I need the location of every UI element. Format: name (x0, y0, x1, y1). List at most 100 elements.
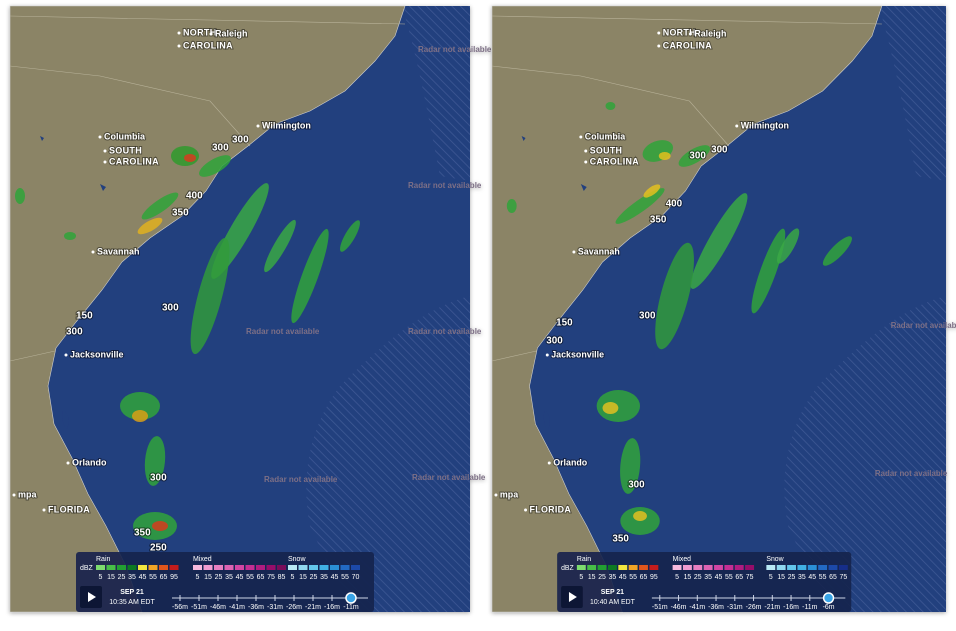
city-dot (547, 461, 551, 465)
legend-swatch (587, 565, 597, 570)
timeline-tick-label: -26m (286, 604, 302, 611)
radar-echo (620, 438, 641, 494)
radar-echo (633, 511, 647, 521)
legend-scale-label: 15 (299, 574, 307, 581)
place-label: Wilmington (741, 120, 789, 130)
storm-label: 150 (76, 311, 93, 322)
legend-scale-label: 85 (278, 574, 286, 581)
legend-group: Snow (766, 556, 784, 563)
radar-echo (141, 192, 179, 220)
legend-scale-label: 15 (107, 574, 115, 581)
legend-swatch (169, 565, 179, 570)
storm-label: 350 (134, 528, 151, 539)
legend-scale-label: 65 (829, 574, 837, 581)
legend-scale-label: 15 (588, 574, 596, 581)
legend-swatch (797, 565, 807, 570)
legend-swatch (734, 565, 744, 570)
legend-swatch (787, 565, 796, 570)
radar-echo (596, 390, 641, 422)
legend-group: Rain (577, 556, 591, 563)
legend-scale-label: 25 (215, 574, 223, 581)
legend-scale-label: 35 (320, 574, 328, 581)
legend-scale-label: 35 (798, 574, 806, 581)
radar-echo (620, 507, 660, 535)
radar-note: Radar not available (408, 327, 482, 336)
timeline-tick-label: -6m (823, 604, 835, 611)
legend-swatch (256, 565, 265, 570)
city-dot (657, 31, 661, 35)
city-dot (545, 353, 549, 357)
legend-swatch (724, 565, 734, 570)
legend-swatch (745, 565, 755, 570)
timeline-knob[interactable] (345, 592, 357, 604)
place-label: NORTH (183, 27, 217, 37)
legend-scale-label: 45 (715, 574, 723, 581)
timeline-tick-label: -21m (305, 604, 321, 611)
legend-scale-label: 35 (128, 574, 136, 581)
legend-swatch (298, 565, 308, 570)
legend-swatch (693, 565, 703, 570)
storm-label: 300 (232, 135, 249, 146)
timeline-tick-label: -36m (708, 604, 724, 611)
storm-label: 300 (546, 336, 563, 347)
radar-echo (605, 102, 616, 110)
radar-note: Radar not available (875, 469, 948, 478)
legend-swatch (672, 565, 682, 570)
legend-scale-label: 35 (225, 574, 233, 581)
legend-scale-label: 5 (291, 574, 295, 581)
legend-swatch (818, 565, 828, 570)
legend-swatch (703, 565, 713, 570)
radar-echo (690, 193, 748, 289)
legend-scale-label: 15 (204, 574, 212, 581)
place-label: CAROLINA (663, 40, 712, 50)
timeline-tick-label: -41m (689, 604, 705, 611)
legend-swatch (766, 565, 776, 570)
legend-scale-label: 45 (808, 574, 816, 581)
city-dot (103, 149, 107, 153)
legend-swatch (628, 565, 638, 570)
radar-echo (658, 152, 671, 160)
timeline-knob[interactable] (822, 592, 835, 604)
city-dot (579, 135, 583, 139)
timeline-tick-label: -31m (727, 604, 743, 611)
storm-label: 350 (612, 534, 629, 545)
legend-scale-label: 55 (629, 574, 637, 581)
radar-echo (506, 199, 517, 213)
storm-label: 250 (150, 543, 167, 554)
timeline-tick-label: -46m (671, 604, 687, 611)
legend-swatch (159, 565, 168, 570)
city-dot (91, 250, 95, 254)
radar-note: Radar not available (408, 181, 482, 190)
legend-scale-label: 25 (788, 574, 796, 581)
legend-scale-label: 95 (650, 574, 658, 581)
storm-label: 350 (650, 215, 667, 226)
radar-echo (152, 521, 168, 531)
play-icon (88, 592, 96, 602)
legend-swatch (714, 565, 723, 570)
place-label: FLORIDA (530, 504, 572, 514)
timeline-tick-label: -16m (324, 604, 340, 611)
legend-swatch (277, 565, 286, 570)
legend-scale-label: 25 (598, 574, 606, 581)
timeline-time: 10:35 AM EDT (109, 599, 155, 606)
map: NORTH CAROLINA Raleigh Wilmington Columbia SO… (9, 5, 492, 613)
storm-label: 300 (639, 311, 656, 322)
radar-echo (751, 228, 786, 314)
city-dot (524, 508, 528, 512)
legend-scale-label: 5 (769, 574, 773, 581)
legend-swatch (776, 565, 786, 570)
legend-swatch (148, 565, 158, 570)
city-dot (584, 160, 588, 164)
timeline-tick-label: -21m (764, 604, 780, 611)
legend-swatch (807, 565, 817, 570)
radar-echo (340, 220, 360, 252)
storm-label: 300 (162, 303, 179, 314)
timeline-date: SEP 21 (120, 589, 144, 596)
legend-scale-label: 5 (196, 574, 200, 581)
legend-swatch (682, 565, 692, 570)
city-dot (256, 124, 260, 128)
legend-scale-label: 65 (257, 574, 265, 581)
timeline-tick-label: -56m (172, 604, 188, 611)
